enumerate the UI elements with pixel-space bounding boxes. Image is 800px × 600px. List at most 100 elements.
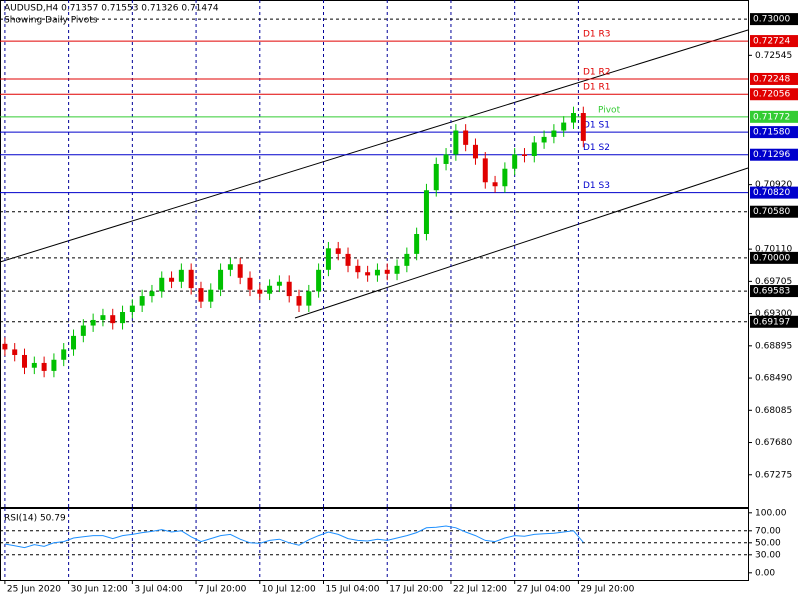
y-tick-label: 0.68490 — [755, 374, 792, 384]
candle-body — [433, 163, 439, 191]
x-tick-label: 30 Jun 12:00 — [71, 585, 128, 595]
candle-body — [365, 272, 371, 276]
rsi-tick-label: 0.00 — [755, 568, 775, 578]
level-label: 0.71296 — [753, 150, 790, 160]
x-tick-label: 27 Jul 04:00 — [517, 585, 571, 595]
candle-body — [570, 113, 576, 123]
level-label-box — [750, 72, 798, 85]
y-tick-label: 0.70920 — [755, 180, 792, 190]
candle-body — [345, 253, 351, 266]
level-label-box — [750, 315, 798, 328]
x-tick-label: 29 Jul 20:00 — [580, 585, 634, 595]
candle-body — [325, 248, 331, 270]
candle-body — [208, 289, 214, 302]
candle-body — [198, 288, 204, 302]
candle-body — [492, 182, 498, 187]
y-tick-label: 0.72545 — [755, 51, 792, 61]
candle-body — [218, 269, 224, 290]
candle-body — [531, 142, 537, 156]
rsi-tick-label: 70.00 — [755, 526, 781, 536]
candle-body — [463, 130, 469, 145]
candle-body — [120, 312, 126, 324]
x-tick-label: 17 Jul 20:00 — [389, 585, 443, 595]
rsi-tick-label: 100.00 — [755, 508, 787, 518]
candle-body — [374, 269, 380, 276]
candle-body — [80, 325, 86, 336]
x-tick-label: 3 Jul 04:00 — [134, 585, 183, 595]
rsi-line — [4, 525, 584, 549]
level-label: 0.72056 — [753, 90, 790, 100]
level-label-box — [750, 186, 798, 199]
level-label-box — [750, 148, 798, 161]
y-tick-label: 0.68085 — [755, 406, 792, 416]
x-tick-label: 7 Jul 20:00 — [198, 585, 247, 595]
candle-body — [502, 168, 508, 187]
candle-body — [159, 277, 165, 292]
level-name: D1 S3 — [583, 181, 610, 191]
candle-body — [276, 281, 282, 286]
level-label: 0.70000 — [753, 253, 790, 263]
channel-line — [0, 29, 749, 263]
candle-body — [512, 154, 518, 169]
level-label-box — [750, 126, 798, 139]
candle-body — [306, 291, 312, 306]
level-name: D1 R3 — [583, 30, 611, 40]
rsi-tick-label: 30.00 — [755, 550, 781, 560]
x-tick-label: 25 Jun 2020 — [7, 585, 61, 595]
y-tick-label: 0.67275 — [755, 470, 792, 480]
candle-body — [169, 277, 175, 282]
candle-body — [551, 130, 557, 137]
candle-body — [51, 359, 57, 371]
candle-body — [561, 122, 567, 131]
candle-body — [482, 158, 488, 183]
candle-body — [423, 190, 429, 234]
candle-body — [149, 291, 155, 297]
x-tick-label: 22 Jul 12:00 — [453, 585, 507, 595]
candle-body — [521, 154, 527, 156]
candle-body — [22, 354, 28, 368]
level-label-box — [750, 35, 798, 48]
candle-body — [404, 253, 410, 266]
candle-body — [237, 264, 243, 278]
rsi-title: RSI(14) 50.79 — [4, 514, 66, 524]
candle-body — [71, 335, 77, 350]
level-label: 0.69197 — [753, 317, 790, 327]
candle-body — [335, 248, 341, 254]
candle-body — [61, 349, 67, 360]
level-label-box — [750, 88, 798, 101]
level-label: 0.72724 — [753, 37, 790, 47]
candle-body — [453, 130, 459, 155]
y-tick-label: 0.70110 — [755, 245, 792, 255]
candle-body — [100, 315, 106, 320]
candle-body — [443, 154, 449, 164]
candle-body — [355, 265, 361, 273]
candle-body — [414, 234, 420, 254]
candle-body — [384, 269, 390, 274]
candle-body — [247, 277, 253, 290]
candle-body — [31, 362, 37, 368]
level-name: D1 R1 — [583, 83, 611, 93]
candle-body — [90, 319, 96, 326]
y-tick-label: 0.67680 — [755, 438, 792, 448]
candle-body — [257, 289, 263, 294]
chart-title: AUDUSD,H4 0.71357 0.71553 0.71326 0.7147… — [4, 4, 219, 14]
candle-body — [316, 269, 322, 292]
candle-body — [541, 136, 547, 143]
candle-body — [139, 296, 145, 306]
level-label: 0.69583 — [753, 287, 790, 297]
candle-body — [286, 281, 292, 297]
level-label-box — [750, 13, 798, 26]
candle-body — [188, 269, 194, 289]
candle-body — [110, 315, 116, 324]
level-label: 0.72248 — [753, 74, 790, 84]
candle-body — [296, 296, 302, 306]
y-tick-label: 0.68895 — [755, 341, 792, 351]
level-name: D1 R2 — [583, 67, 611, 77]
candle-body — [394, 265, 400, 274]
level-label: 0.71772 — [753, 112, 790, 122]
level-label-box — [750, 110, 798, 123]
candle-body — [41, 362, 47, 371]
